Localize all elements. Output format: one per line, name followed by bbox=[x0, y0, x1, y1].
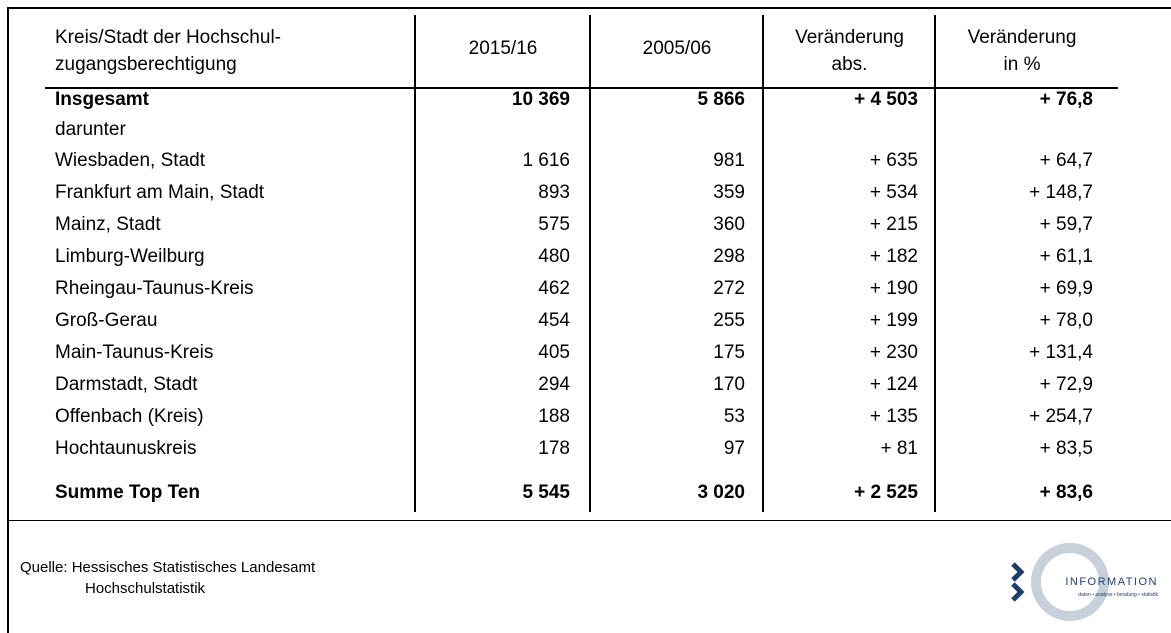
footer-divider bbox=[7, 520, 1171, 521]
col-divider bbox=[414, 15, 416, 512]
cell-value: + 64,7 bbox=[1039, 150, 1093, 171]
logo: INFORMATION daten • analyse • beratung •… bbox=[1011, 543, 1158, 621]
cell-value: 10 369 bbox=[511, 89, 570, 110]
cell-value: + 190 bbox=[869, 278, 918, 299]
cell-value: + 76,8 bbox=[1039, 89, 1093, 110]
logo-chevron bbox=[1011, 582, 1025, 602]
cell-value: 454 bbox=[538, 310, 570, 331]
header-cell: Veränderung bbox=[795, 27, 904, 48]
source-line: Quelle: Hessisches Statistisches Landesa… bbox=[20, 559, 316, 576]
cell-value: 360 bbox=[713, 214, 745, 235]
col-divider bbox=[589, 15, 591, 512]
header-divider bbox=[45, 87, 1118, 89]
row-label: Insgesamt bbox=[55, 89, 149, 110]
row-label: Main-Taunus-Kreis bbox=[55, 342, 214, 363]
cell-value: + 2 525 bbox=[854, 482, 918, 503]
header-cell: 2005/06 bbox=[642, 38, 712, 59]
header-cell: in % bbox=[1003, 54, 1041, 75]
cell-value: 5 545 bbox=[522, 482, 570, 503]
cell-value: 272 bbox=[713, 278, 745, 299]
cell-value: 255 bbox=[713, 310, 745, 331]
cell-value: 298 bbox=[713, 246, 745, 267]
cell-value: + 83,6 bbox=[1039, 482, 1093, 503]
logo-tagline: daten • analyse • beratung • statistik bbox=[1078, 592, 1158, 598]
cell-value: + 4 503 bbox=[854, 89, 918, 110]
cell-value: + 78,0 bbox=[1039, 310, 1093, 331]
cell-value: + 215 bbox=[869, 214, 918, 235]
cell-value: + 83,5 bbox=[1039, 438, 1093, 459]
cell-value: + 635 bbox=[869, 150, 918, 171]
header-cell: Kreis/Stadt der Hochschul- bbox=[55, 27, 281, 48]
header-cell: abs. bbox=[831, 54, 868, 75]
cell-value: 1 616 bbox=[522, 150, 570, 171]
row-label: Mainz, Stadt bbox=[55, 214, 161, 235]
frame-top bbox=[7, 7, 1171, 9]
cell-value: 170 bbox=[713, 374, 745, 395]
row-label: Offenbach (Kreis) bbox=[55, 406, 204, 427]
cell-value: + 124 bbox=[869, 374, 918, 395]
header-cell: 2015/16 bbox=[468, 38, 538, 59]
cell-value: 981 bbox=[713, 150, 745, 171]
logo-ring bbox=[1031, 543, 1109, 621]
row-label: darunter bbox=[55, 119, 126, 140]
source-line: Hochschulstatistik bbox=[85, 580, 206, 597]
cell-value: 5 866 bbox=[697, 89, 745, 110]
cell-value: 188 bbox=[538, 406, 570, 427]
row-label: Limburg-Weilburg bbox=[55, 246, 205, 267]
cell-value: + 81 bbox=[880, 438, 918, 459]
row-label: Frankfurt am Main, Stadt bbox=[55, 182, 265, 203]
cell-value: 3 020 bbox=[697, 482, 745, 503]
cell-value: 359 bbox=[713, 182, 745, 203]
cell-value: + 230 bbox=[869, 342, 918, 363]
col-divider bbox=[934, 15, 936, 512]
row-label: Rheingau-Taunus-Kreis bbox=[55, 278, 254, 299]
cell-value: + 131,4 bbox=[1029, 342, 1093, 363]
cell-value: + 148,7 bbox=[1029, 182, 1093, 203]
cell-value: 294 bbox=[538, 374, 570, 395]
row-label: Hochtaunuskreis bbox=[55, 438, 197, 459]
cell-value: + 59,7 bbox=[1039, 214, 1093, 235]
col-divider bbox=[762, 15, 764, 512]
cell-value: + 61,1 bbox=[1039, 246, 1093, 267]
cell-value: 462 bbox=[538, 278, 570, 299]
cell-value: 53 bbox=[723, 406, 745, 427]
cell-value: 175 bbox=[713, 342, 745, 363]
cell-value: + 182 bbox=[869, 246, 918, 267]
logo-name: INFORMATION bbox=[1065, 576, 1158, 588]
cell-value: 575 bbox=[538, 214, 570, 235]
header-cell: zugangsberechtigung bbox=[55, 54, 237, 75]
cell-value: + 199 bbox=[869, 310, 918, 331]
cell-value: + 135 bbox=[869, 406, 918, 427]
cell-value: 97 bbox=[723, 438, 745, 459]
row-label: Summe Top Ten bbox=[55, 482, 200, 503]
header-cell: Veränderung bbox=[967, 27, 1077, 48]
frame-left bbox=[7, 7, 9, 633]
cell-value: + 69,9 bbox=[1039, 278, 1093, 299]
cell-value: + 534 bbox=[869, 182, 918, 203]
logo-chevron bbox=[1011, 562, 1025, 582]
cell-value: 405 bbox=[538, 342, 570, 363]
cell-value: + 254,7 bbox=[1029, 406, 1093, 427]
row-label: Darmstadt, Stadt bbox=[55, 374, 198, 395]
row-label: Wiesbaden, Stadt bbox=[55, 150, 205, 171]
cell-value: 178 bbox=[538, 438, 570, 459]
cell-value: 893 bbox=[538, 182, 570, 203]
row-label: Groß-Gerau bbox=[55, 310, 158, 331]
cell-value: + 72,9 bbox=[1039, 374, 1093, 395]
cell-value: 480 bbox=[538, 246, 570, 267]
